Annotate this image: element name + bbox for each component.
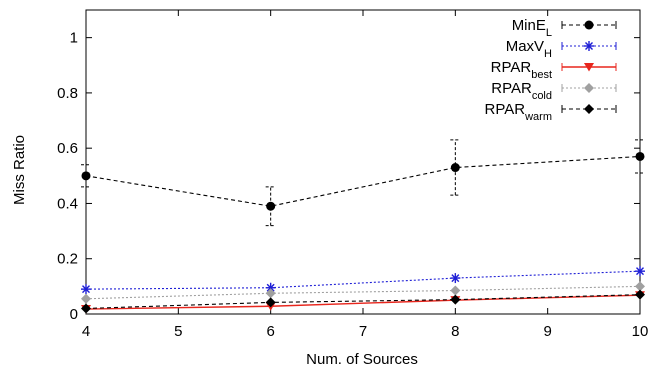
series-line — [85, 155, 641, 207]
series-line — [85, 285, 641, 300]
legend-label: MinEL — [512, 17, 552, 39]
error-bar — [265, 186, 276, 227]
series-3 — [81, 281, 645, 304]
data-point — [81, 303, 91, 314]
legend-entry: RPARbest — [491, 59, 617, 81]
series-line — [85, 270, 641, 290]
data-point — [635, 289, 645, 300]
plot-frame — [85, 9, 641, 315]
y-tick-label: 1 — [70, 30, 78, 47]
legend-label: RPARwarm — [485, 101, 552, 123]
x-tick-label: 8 — [451, 323, 459, 340]
series-4 — [81, 289, 645, 314]
legend-marker — [584, 20, 594, 30]
y-tick-label: 0.8 — [57, 85, 78, 102]
x-tick-label: 5 — [174, 323, 182, 340]
legend-label: MaxVH — [506, 38, 552, 60]
legend-marker — [584, 63, 594, 72]
legend-entry: RPARwarm — [485, 101, 617, 123]
x-tick-label: 4 — [82, 323, 90, 340]
data-point — [450, 273, 461, 284]
data-point — [450, 294, 461, 305]
plot-area — [81, 139, 645, 314]
axes: 4 5 6 7 8 9 10 0 0.2 0.4 0.6 0.8 1 — [57, 9, 649, 340]
legend-entry: MaxVH — [506, 38, 617, 60]
data-point — [635, 281, 645, 292]
data-point — [265, 297, 276, 308]
data-point — [450, 163, 460, 173]
x-tick-label: 7 — [359, 323, 367, 340]
y-tick-label: 0.4 — [57, 195, 78, 212]
data-point — [81, 171, 91, 181]
data-point — [635, 266, 645, 277]
legend-label: RPARcold — [491, 80, 552, 102]
x-tick-label: 6 — [266, 323, 274, 340]
legend-marker — [584, 83, 594, 93]
data-point — [635, 151, 645, 161]
data-point — [81, 284, 91, 295]
series-1 — [81, 266, 645, 295]
data-point — [266, 201, 276, 211]
legend-marker — [584, 41, 594, 51]
x-tick-label: 9 — [543, 323, 551, 340]
series-line — [85, 294, 641, 310]
series-line — [85, 294, 641, 310]
data-point — [265, 288, 276, 299]
x-tick-label: 10 — [632, 323, 649, 340]
legend-marker — [584, 104, 594, 114]
x-axis-label: Num. of Sources — [306, 351, 418, 368]
legend-entry: MinEL — [512, 17, 617, 39]
data-point — [450, 285, 461, 296]
y-tick-label: 0 — [70, 306, 78, 323]
y-axis-label: Miss Ratio — [11, 135, 28, 205]
y-tick-label: 0.2 — [57, 251, 78, 268]
series-0 — [81, 139, 645, 227]
legend-label: RPARbest — [491, 59, 552, 81]
data-point — [81, 293, 91, 304]
legend-entry: RPARcold — [491, 80, 617, 102]
y-tick-label: 0.6 — [57, 140, 78, 157]
